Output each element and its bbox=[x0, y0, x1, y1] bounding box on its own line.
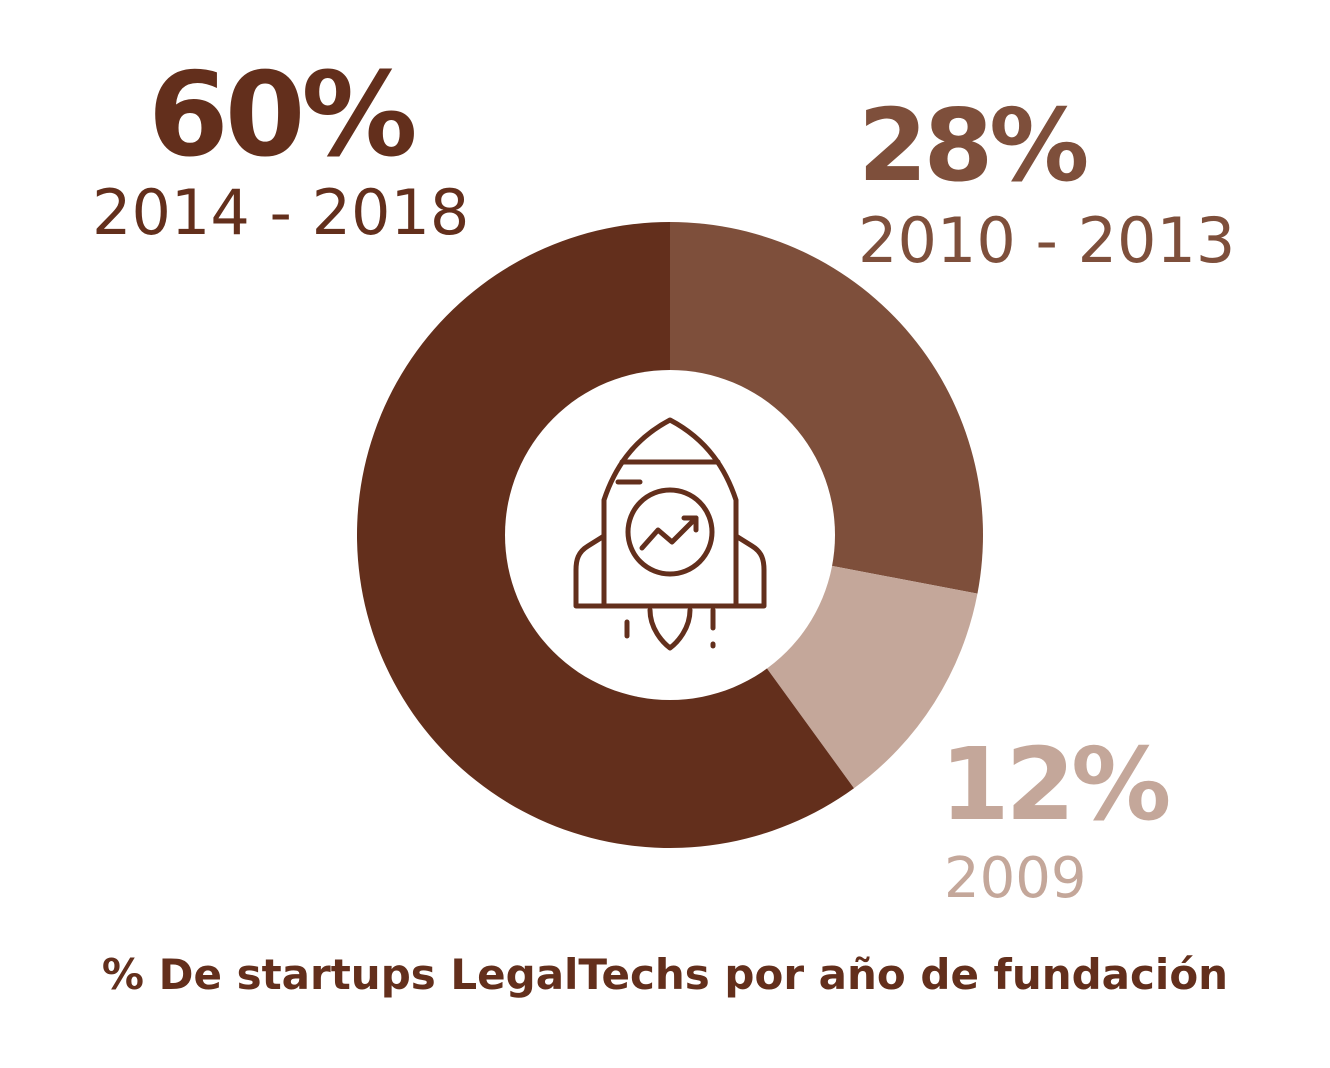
slice-percent: 60% bbox=[148, 48, 418, 183]
chart-title: % De startups LegalTechs por año de fund… bbox=[101, 950, 1229, 999]
donut-hole bbox=[505, 370, 835, 700]
slice-percent: 28% bbox=[858, 87, 1089, 204]
slice-percent: 12% bbox=[940, 726, 1171, 843]
slice-range: 2014 - 2018 bbox=[92, 176, 470, 249]
rocket-growth-icon bbox=[573, 417, 767, 651]
label-slice-2010-2013: 28% 2010 - 2013 bbox=[858, 96, 1235, 272]
slice-range: 2010 - 2013 bbox=[858, 204, 1236, 277]
label-slice-2014-2018: 60% 2014 - 2018 bbox=[92, 48, 469, 244]
label-slice-2009: 12% 2009 bbox=[940, 726, 1171, 911]
slice-range: 2009 bbox=[944, 846, 1087, 911]
